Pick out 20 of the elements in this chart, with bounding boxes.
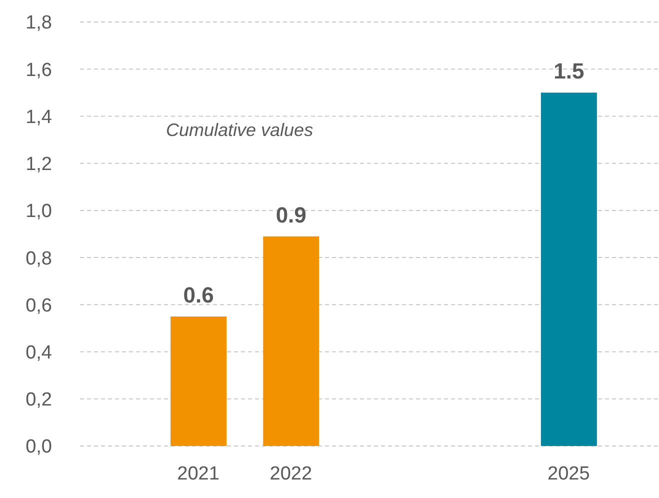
y-tick-label: 1,2 [26, 154, 52, 176]
y-tick-label: 0,2 [26, 390, 52, 411]
x-tick-label: 2021 [177, 463, 220, 484]
x-tick-label: 2022 [270, 463, 312, 484]
y-tick-label: 1,0 [26, 201, 52, 222]
bar [263, 236, 320, 446]
y-tick-label: 0,4 [26, 342, 52, 364]
bar [170, 316, 227, 446]
data-label: 0.6 [183, 282, 214, 308]
x-tick-label: 2025 [548, 463, 590, 484]
y-tick-label: 1,8 [26, 12, 52, 34]
y-tick-label: 1,4 [26, 106, 52, 128]
y-tick-label: 0,8 [26, 248, 52, 270]
y-tick-label: 1,6 [26, 60, 52, 81]
y-tick-label: 0,6 [26, 295, 52, 316]
annotation: Cumulative values [166, 120, 314, 141]
data-label: 0.9 [276, 202, 306, 228]
bar [540, 92, 597, 446]
y-tick-label: 0,0 [26, 436, 52, 458]
data-label: 1.5 [554, 58, 584, 84]
